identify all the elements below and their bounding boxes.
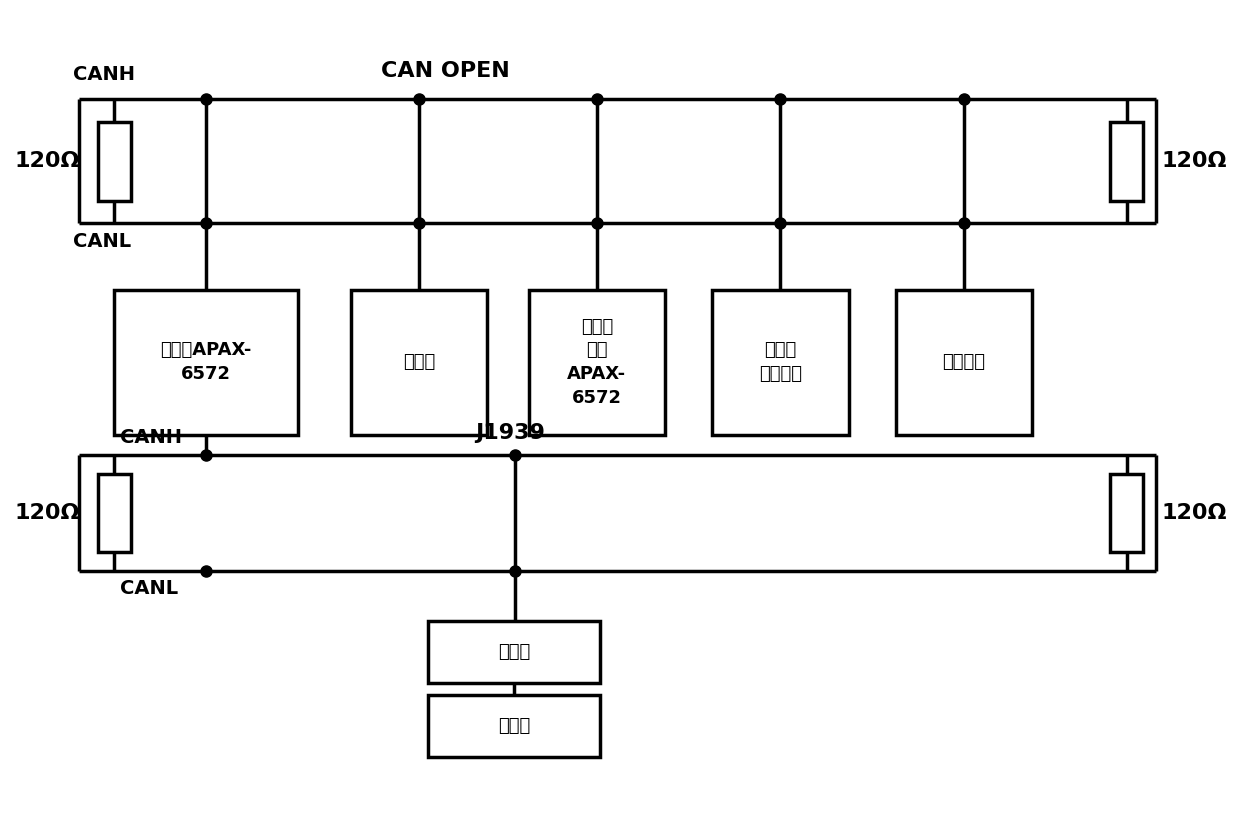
Bar (98, 474, 131, 553)
Bar (351, 290, 487, 435)
Text: 长度角
度传感器: 长度角 度传感器 (759, 341, 802, 383)
Text: 120Ω: 120Ω (1161, 503, 1226, 523)
Bar (114, 290, 298, 435)
Bar (712, 290, 848, 435)
Text: CAN OPEN: CAN OPEN (381, 61, 510, 81)
Bar (98, 122, 131, 201)
Text: 发动机: 发动机 (497, 717, 529, 736)
Text: 控制器APAX-
6572: 控制器APAX- 6572 (160, 341, 252, 383)
Text: CANH: CANH (120, 428, 182, 447)
Text: 显示屏: 显示屏 (403, 353, 435, 371)
Text: J1939: J1939 (475, 423, 546, 443)
Text: 驱动器: 驱动器 (497, 643, 529, 660)
Text: 120Ω: 120Ω (1161, 151, 1226, 171)
Bar (897, 290, 1032, 435)
Bar (528, 290, 665, 435)
Bar (1110, 474, 1143, 553)
Bar (1110, 122, 1143, 201)
Text: CANL: CANL (73, 232, 131, 251)
Text: CANH: CANH (73, 65, 135, 84)
Bar (428, 696, 600, 757)
Text: 操作手柄: 操作手柄 (942, 353, 986, 371)
Text: 120Ω: 120Ω (15, 151, 79, 171)
Bar (428, 621, 600, 683)
Text: 吸具控
制器
APAX-
6572: 吸具控 制器 APAX- 6572 (568, 318, 626, 406)
Text: CANL: CANL (120, 579, 179, 599)
Text: 120Ω: 120Ω (15, 503, 79, 523)
